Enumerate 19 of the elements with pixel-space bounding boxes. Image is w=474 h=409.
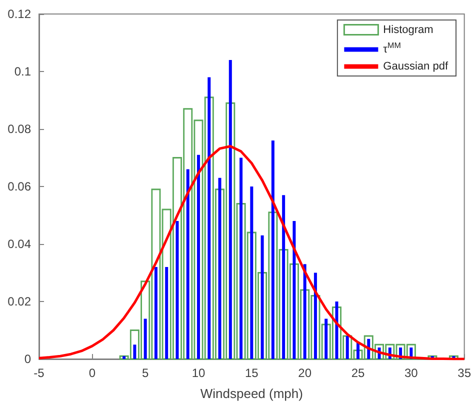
- legend-label: Gaussian pdf: [383, 60, 449, 72]
- legend-label: Histogram: [383, 24, 434, 36]
- x-tick-label: 10: [192, 366, 206, 380]
- x-tick-label: 25: [351, 366, 365, 380]
- x-tick-label: 0: [88, 366, 96, 380]
- x-tick-label: 5: [142, 366, 149, 380]
- x-tick-label: 30: [404, 366, 418, 380]
- x-axis-title: Windspeed (mph): [200, 386, 303, 401]
- y-tick-label: 0.04: [8, 237, 32, 251]
- x-tick-label: -5: [34, 366, 45, 380]
- x-tick-label: 20: [298, 366, 312, 380]
- y-tick-label: 0.02: [8, 294, 32, 308]
- y-tick-label: 0: [24, 352, 32, 366]
- x-tick-label: 15: [244, 366, 259, 380]
- y-tick-label: 0.1: [14, 64, 32, 78]
- x-tick-label: 35: [458, 366, 472, 380]
- y-tick-label: 0.08: [8, 122, 32, 136]
- y-tick-label: 0.12: [8, 7, 32, 21]
- y-tick-label: 0.06: [8, 180, 32, 194]
